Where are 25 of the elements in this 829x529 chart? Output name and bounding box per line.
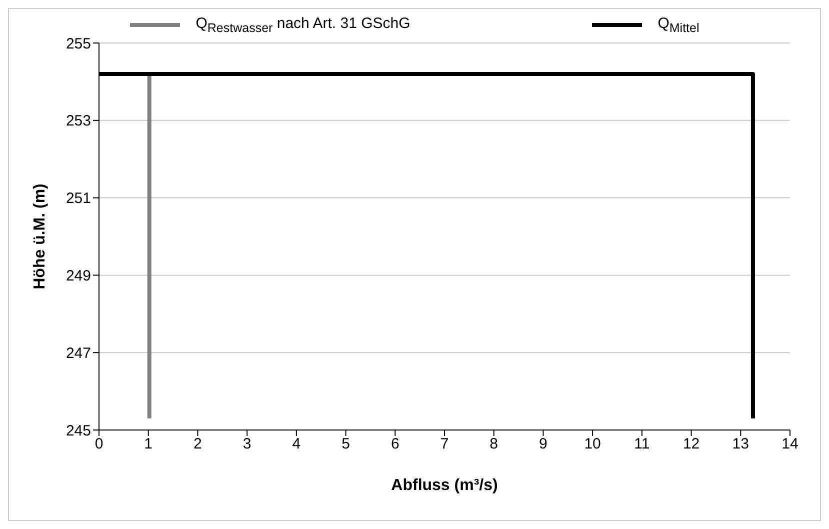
x-tick-label: 11	[634, 436, 650, 453]
x-tick-label: 6	[390, 436, 400, 453]
legend-label: Q$_{Mittel}$	[658, 15, 700, 35]
y-axis-title: Höhe ü.M. (m)	[32, 184, 49, 290]
y-tick-label: 247	[66, 344, 91, 362]
y-tick-label: 249	[66, 268, 91, 285]
y-tick-label: 245	[66, 422, 91, 440]
x-tick-label: 14	[782, 436, 798, 453]
x-tick-label: 12	[682, 436, 700, 453]
x-tick-label: 9	[539, 436, 548, 453]
y-tick-label: 251	[66, 190, 91, 208]
x-tick-label: 3	[242, 436, 252, 453]
x-tick-label: 8	[490, 436, 498, 453]
y-tick-label: 253	[66, 112, 91, 130]
y-tick-label: 255	[66, 35, 91, 52]
x-tick-label: 0	[94, 436, 104, 453]
x-tick-label: 2	[194, 436, 202, 453]
x-tick-label: 4	[292, 436, 301, 453]
x-tick-label: 7	[440, 436, 449, 453]
x-tick-label: 1	[144, 436, 153, 453]
legend-label: Q$_{Restwasser}$ nach Art. 31 GSchG	[196, 15, 410, 35]
x-tick-label: 5	[342, 436, 350, 453]
x-tick-label: 13	[732, 436, 749, 453]
x-tick-label: 10	[584, 436, 601, 453]
x-axis-title: Abfluss (m³/s)	[391, 477, 498, 494]
